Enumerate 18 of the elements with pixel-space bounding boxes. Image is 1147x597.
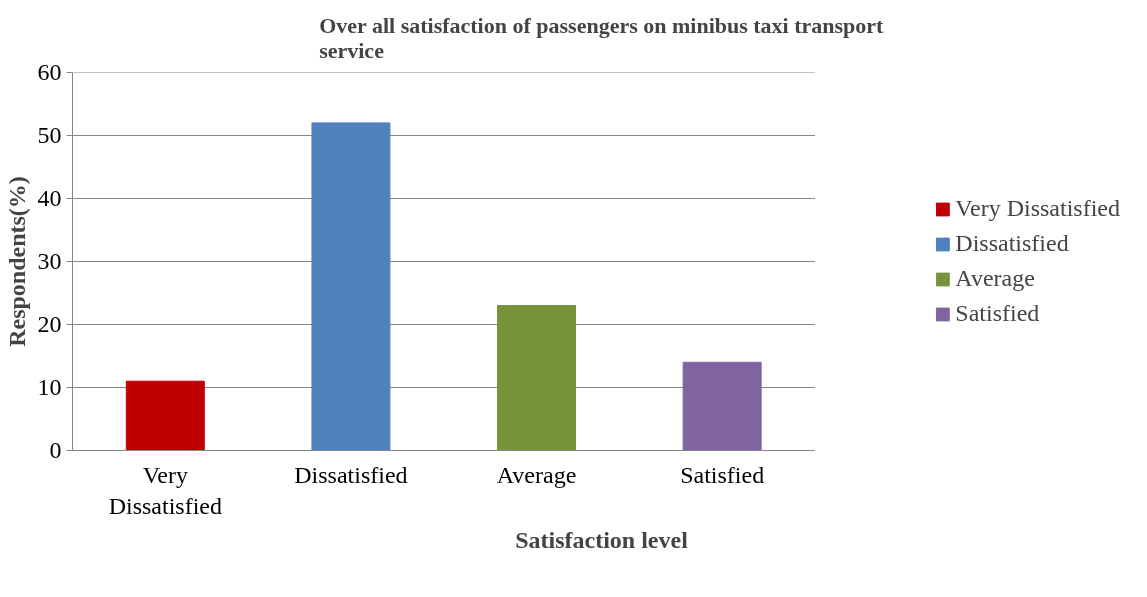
legend-label: Very Dissatisfied [955, 195, 1120, 222]
x-tick-label: Very Dissatisfied [108, 461, 222, 519]
y-tick-label: 20 [37, 311, 62, 337]
chart-title: Over all satisfaction of passengers on minibus taxi transport service [319, 12, 885, 63]
legend-label: Dissatisfied [955, 230, 1069, 257]
y-tick-label: 30 [37, 248, 62, 274]
y-tick-label: 40 [37, 185, 62, 211]
y-tick-label: 60 [37, 59, 62, 85]
x-tick-label: Average [496, 461, 577, 488]
y-tick-label: 0 [49, 437, 62, 463]
y-axis-title: Respondents(%) [3, 176, 30, 347]
y-tick-label: 10 [37, 374, 62, 400]
x-tick-label: Satisfied [680, 461, 765, 488]
x-axis-title: Satisfaction level [515, 526, 689, 553]
x-tick-label: Dissatisfied [294, 461, 408, 488]
y-tick-label: 50 [37, 122, 62, 148]
legend-label: Satisfied [955, 300, 1040, 327]
legend-label: Average [955, 265, 1035, 292]
